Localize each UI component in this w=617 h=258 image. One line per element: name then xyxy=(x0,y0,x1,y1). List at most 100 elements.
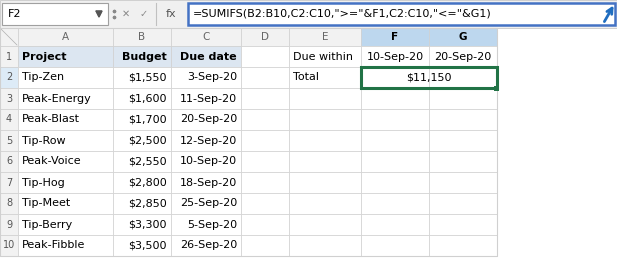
Bar xyxy=(113,151,171,172)
Text: 10-Sep-20: 10-Sep-20 xyxy=(366,52,423,61)
Text: ✕: ✕ xyxy=(122,9,130,19)
Bar xyxy=(289,130,361,151)
Bar xyxy=(361,67,497,88)
Text: =SUMIFS(B2:B10,C2:C10,">="&F1,C2:C10,"<="&G1): =SUMIFS(B2:B10,C2:C10,">="&F1,C2:C10,"<=… xyxy=(193,9,492,19)
Bar xyxy=(171,151,241,172)
Bar xyxy=(171,109,241,130)
Text: 5: 5 xyxy=(6,135,12,146)
Bar xyxy=(171,193,241,214)
Bar xyxy=(241,214,289,235)
Bar xyxy=(113,214,171,235)
Bar xyxy=(171,67,241,88)
Bar xyxy=(171,235,241,256)
Text: 10-Sep-20: 10-Sep-20 xyxy=(180,157,237,166)
Bar xyxy=(241,235,289,256)
Text: Tip-Hog: Tip-Hog xyxy=(22,178,65,188)
Text: Peak-Voice: Peak-Voice xyxy=(22,157,81,166)
Bar xyxy=(0,193,18,214)
Text: 3-Sep-20: 3-Sep-20 xyxy=(187,72,237,83)
Bar xyxy=(289,235,361,256)
Text: fx: fx xyxy=(166,9,176,19)
Bar xyxy=(289,151,361,172)
Bar xyxy=(361,67,429,88)
Bar xyxy=(429,67,497,88)
Bar xyxy=(113,67,171,88)
Text: $2,550: $2,550 xyxy=(128,157,167,166)
Bar xyxy=(113,109,171,130)
Bar xyxy=(18,109,113,130)
Text: 26-Sep-20: 26-Sep-20 xyxy=(180,240,237,251)
Bar xyxy=(18,46,113,67)
Text: 25-Sep-20: 25-Sep-20 xyxy=(180,198,237,208)
Text: B: B xyxy=(138,32,146,42)
Bar xyxy=(241,88,289,109)
Bar xyxy=(241,67,289,88)
Bar xyxy=(429,109,497,130)
Bar xyxy=(494,86,499,91)
Text: $2,850: $2,850 xyxy=(128,198,167,208)
Bar xyxy=(361,151,429,172)
Bar xyxy=(113,235,171,256)
Bar xyxy=(18,214,113,235)
Text: Peak-Fibble: Peak-Fibble xyxy=(22,240,85,251)
Bar xyxy=(289,67,361,88)
Bar xyxy=(289,193,361,214)
Bar xyxy=(18,130,113,151)
Bar xyxy=(113,46,171,67)
Text: 12-Sep-20: 12-Sep-20 xyxy=(180,135,237,146)
Text: A: A xyxy=(62,32,69,42)
Bar xyxy=(361,130,429,151)
Text: 8: 8 xyxy=(6,198,12,208)
Bar xyxy=(241,109,289,130)
Text: ✓: ✓ xyxy=(140,9,148,19)
Bar xyxy=(361,46,429,67)
Bar xyxy=(171,214,241,235)
Text: $2,800: $2,800 xyxy=(128,178,167,188)
Text: $11,150: $11,150 xyxy=(406,72,452,83)
Bar xyxy=(429,172,497,193)
Bar xyxy=(289,109,361,130)
Text: 9: 9 xyxy=(6,220,12,230)
Bar xyxy=(171,130,241,151)
Text: Tip-Berry: Tip-Berry xyxy=(22,220,72,230)
Bar xyxy=(429,235,497,256)
Text: 20-Sep-20: 20-Sep-20 xyxy=(434,52,492,61)
Bar xyxy=(0,235,18,256)
Text: 6: 6 xyxy=(6,157,12,166)
Text: Tip-Meet: Tip-Meet xyxy=(22,198,70,208)
Bar xyxy=(18,235,113,256)
Text: $1,550: $1,550 xyxy=(128,72,167,83)
Bar xyxy=(18,28,113,46)
Bar xyxy=(289,88,361,109)
Text: Tip-Row: Tip-Row xyxy=(22,135,65,146)
Bar xyxy=(289,214,361,235)
Bar xyxy=(241,46,289,67)
Text: Total: Total xyxy=(293,72,319,83)
Bar xyxy=(361,109,429,130)
Bar xyxy=(241,193,289,214)
Bar xyxy=(361,193,429,214)
Bar xyxy=(0,28,18,46)
Bar xyxy=(429,46,497,67)
Bar xyxy=(171,88,241,109)
Text: Budget: Budget xyxy=(122,52,167,61)
Bar xyxy=(241,130,289,151)
Text: 10: 10 xyxy=(3,240,15,251)
Text: $2,500: $2,500 xyxy=(128,135,167,146)
Bar xyxy=(361,88,429,109)
Bar xyxy=(429,151,497,172)
Polygon shape xyxy=(96,11,102,17)
Text: E: E xyxy=(321,32,328,42)
Text: 4: 4 xyxy=(6,115,12,125)
Text: G: G xyxy=(459,32,467,42)
Text: D: D xyxy=(261,32,269,42)
Bar xyxy=(18,193,113,214)
Bar xyxy=(0,151,18,172)
Text: 1: 1 xyxy=(6,52,12,61)
Text: Due date: Due date xyxy=(180,52,237,61)
Bar xyxy=(0,0,617,28)
Bar xyxy=(113,172,171,193)
Bar xyxy=(429,88,497,109)
Bar xyxy=(241,28,289,46)
Bar xyxy=(18,88,113,109)
